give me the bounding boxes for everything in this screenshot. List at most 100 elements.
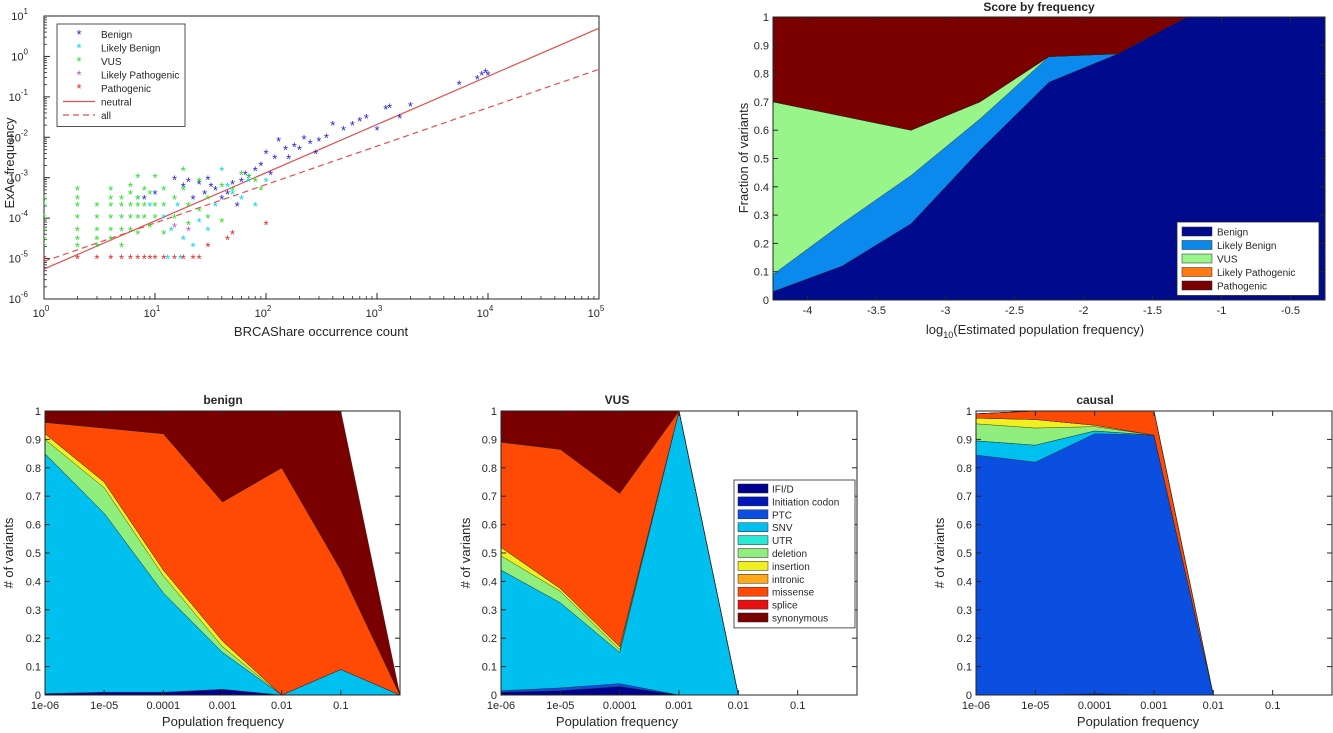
vus-y-tick-label: 0.1 (482, 662, 497, 674)
causal-title: causal (1076, 393, 1113, 407)
causal-y-tick-label: 0.2 (957, 633, 972, 645)
scatter-legend-marker: * (76, 81, 81, 96)
scatter-point: * (119, 199, 124, 214)
scatter-point: * (301, 132, 306, 147)
scatter-point: * (202, 187, 207, 202)
vus-legend-label: deletion (772, 549, 807, 560)
scatter-point: * (75, 211, 80, 226)
scatter-point: * (108, 232, 113, 247)
vus-y-tick-label: 0.5 (482, 548, 497, 560)
scatter-point: * (128, 199, 133, 214)
scatter-point: * (135, 171, 140, 186)
score-xlabel-main: log (926, 322, 943, 337)
score-legend-label: VUS (1217, 255, 1238, 266)
score-legend-swatch (1181, 240, 1213, 250)
vus-legend-label: SNV (772, 523, 793, 534)
scatter-legend-label: VUS (101, 57, 122, 68)
benign-y-tick-label: 0.1 (26, 662, 41, 674)
benign-x-tick-label: 0.01 (271, 700, 292, 712)
scatter-point: * (94, 199, 99, 214)
score-y-tick-label: 1 (763, 12, 769, 24)
causal-y-tick-label: 0.1 (957, 662, 972, 674)
benign-y-tick-label: 0.7 (26, 491, 41, 503)
score-y-tick-label: 0.5 (754, 154, 769, 166)
score-x-tick-label: -1 (1217, 305, 1227, 317)
benign-y-tick-label: 0 (35, 690, 41, 702)
scatter-x-tick-label: 105 (588, 304, 605, 320)
scatter-point: * (253, 199, 258, 214)
vus-legend-label: IFI/D (772, 485, 794, 496)
scatter-point: * (161, 211, 166, 226)
scatter-point: * (209, 180, 214, 195)
scatter-point: * (197, 215, 202, 230)
score-legend-swatch (1181, 253, 1213, 264)
scatter-point: * (225, 180, 230, 195)
scatter-point: * (253, 175, 258, 190)
scatter-point: * (135, 227, 140, 242)
scatter-point: * (397, 111, 402, 126)
scatter-legend-label: Likely Benign (101, 44, 160, 55)
scatter-point: * (408, 99, 413, 114)
benign-xlabel: Population frequency (162, 714, 285, 729)
score-legend-swatch (1181, 267, 1213, 277)
scatter-point: * (186, 175, 191, 190)
scatter-point: * (230, 177, 235, 192)
score-legend-label: Benign (1217, 228, 1248, 239)
causal-y-tick-label: 0.4 (957, 576, 972, 588)
vus-x-tick-label: 0.001 (665, 700, 693, 712)
scatter-point: * (147, 187, 152, 202)
vus-legend-swatch (737, 509, 769, 520)
score-x-tick-label: -4 (803, 305, 813, 317)
scatter-x-tick-label: 101 (144, 304, 161, 320)
scatter-point: * (135, 192, 140, 207)
scatter-point: * (181, 183, 186, 198)
scatter-line-all (44, 68, 599, 262)
scatter-point: * (190, 239, 195, 254)
vus-legend-label: intronic (772, 575, 804, 586)
vus-legend-label: UTR (772, 536, 793, 547)
scatter-point: * (165, 252, 170, 267)
scatter-legend: * Benign * Likely Benign * VUS * Likely Pathoge… (56, 23, 186, 127)
scatter-point: * (108, 192, 113, 207)
scatter-y-tick-label: 10-5 (9, 250, 29, 266)
scatter-point: * (152, 199, 157, 214)
scatter-point: * (268, 168, 273, 183)
scatter-point: * (483, 66, 488, 81)
benign-y-tick-label: 0.9 (26, 434, 41, 446)
scatter-point: * (485, 68, 490, 83)
scatter-point: * (297, 142, 302, 157)
scatter-legend-label: Benign (101, 30, 132, 41)
vus-legend-label: missense (772, 588, 815, 599)
scatter-point: * (41, 252, 46, 267)
scatter-point: * (161, 199, 166, 214)
scatter-point: * (119, 252, 124, 267)
scatter-point: * (457, 78, 462, 93)
scatter-y-tick-label: 10-6 (9, 290, 29, 306)
score-plot: 0 0.1 0.2 0.3 0.4 0.5 0.6 0.7 0.8 0.9 1 -4 -3.5 -3 -2.… (754, 12, 1326, 317)
score-y-tick-label: 0.6 (754, 125, 769, 137)
scatter-point: * (263, 217, 268, 232)
causal-y-tick-label: 1 (966, 406, 972, 418)
scatter-point: * (341, 123, 346, 138)
scatter-point: * (169, 223, 174, 238)
score-xlabel-sub: 10 (943, 330, 953, 340)
score-x-tick-label: -2.5 (1005, 305, 1024, 317)
score-legend-swatch (1181, 226, 1213, 237)
scatter-point: * (135, 211, 140, 226)
vus-y-tick-label: 0.2 (482, 633, 497, 645)
vus-legend-swatch (737, 522, 769, 532)
vus-legend-swatch (737, 599, 769, 610)
scatter-point: * (75, 223, 80, 238)
scatter-point: * (108, 199, 113, 214)
scatter-point: * (181, 232, 186, 247)
vus-y-tick-label: 0.4 (482, 576, 497, 588)
vus-xlabel: Population frequency (556, 714, 679, 729)
scatter-point: * (324, 130, 329, 145)
scatter-point: * (205, 239, 210, 254)
scatter-point: * (286, 151, 291, 166)
causal-y-tick-label: 0.8 (957, 463, 972, 475)
scatter-legend-label: neutral (101, 98, 132, 109)
scatter-point: * (246, 175, 251, 190)
scatter-line-neutral (44, 27, 599, 270)
scatter-point: * (225, 187, 230, 202)
